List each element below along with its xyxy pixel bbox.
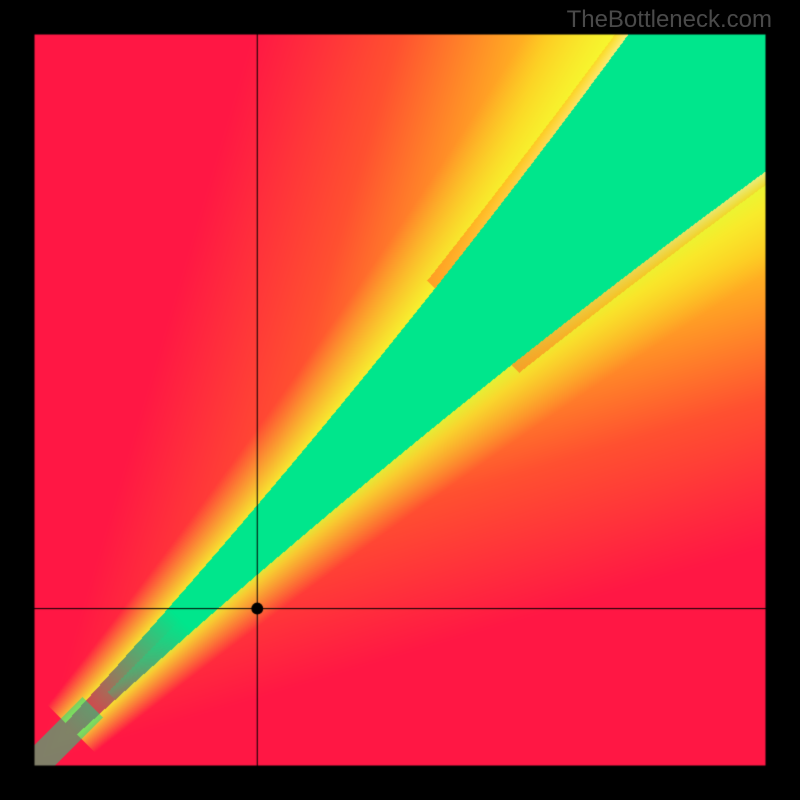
chart-container: TheBottleneck.com	[0, 0, 800, 800]
heatmap-canvas	[0, 0, 800, 800]
watermark-text: TheBottleneck.com	[567, 6, 772, 34]
